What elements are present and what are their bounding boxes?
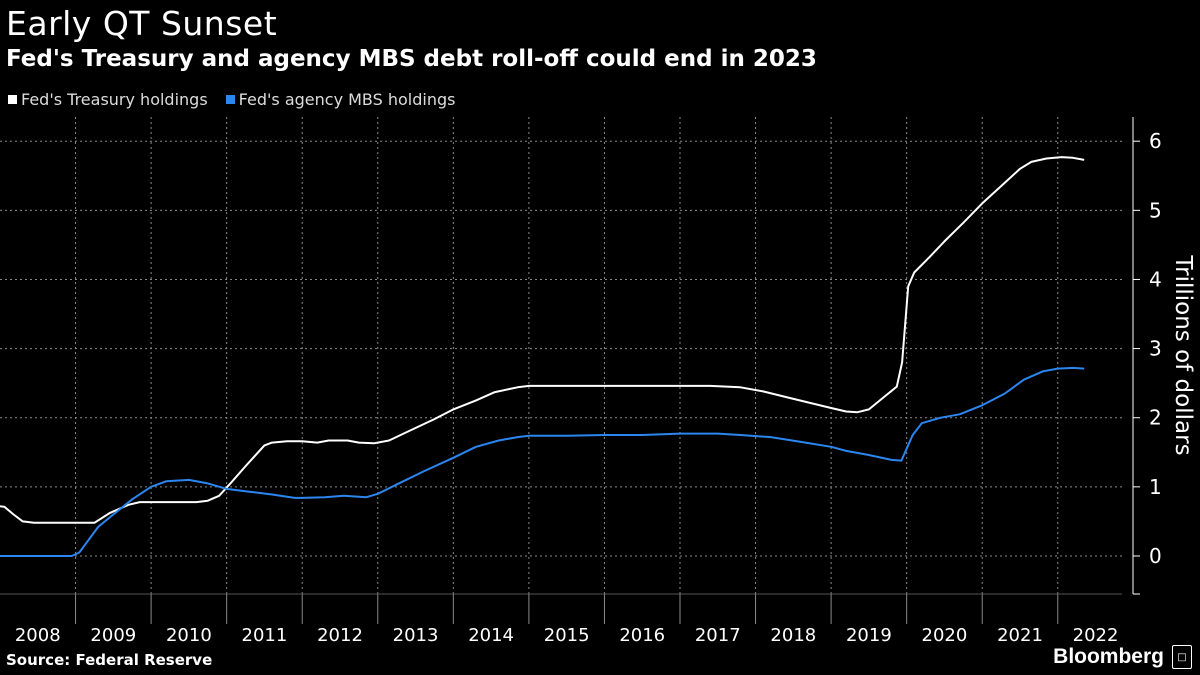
x-tick-label-2012: 2012 bbox=[317, 625, 363, 646]
x-tick-label-2016: 2016 bbox=[619, 625, 665, 646]
x-tick-label-2014: 2014 bbox=[468, 625, 514, 646]
y-tick-label-4: 4 bbox=[1149, 267, 1162, 291]
x-tick-label-2017: 2017 bbox=[695, 625, 741, 646]
x-tick-label-2013: 2013 bbox=[393, 625, 439, 646]
legend-label-treasury: Fed's Treasury holdings bbox=[21, 90, 208, 109]
y-tick-label-5: 5 bbox=[1149, 198, 1162, 222]
x-tick-label-2018: 2018 bbox=[770, 625, 816, 646]
legend-entry-treasury: Fed's Treasury holdings bbox=[8, 90, 208, 109]
legend-entry-mbs: Fed's agency MBS holdings bbox=[225, 90, 456, 109]
x-tick-label-2022: 2022 bbox=[1073, 625, 1119, 646]
x-tick-label-2009: 2009 bbox=[90, 625, 136, 646]
terminal-icon: □ bbox=[1172, 645, 1192, 669]
source-note: Source: Federal Reserve bbox=[6, 651, 213, 669]
x-tick-label-2021: 2021 bbox=[997, 625, 1043, 646]
legend-swatch-treasury bbox=[8, 95, 17, 104]
x-tick-label-2011: 2011 bbox=[242, 625, 288, 646]
y-tick-label-3: 3 bbox=[1149, 337, 1162, 361]
y-tick-label-1: 1 bbox=[1149, 475, 1162, 499]
series-line-treasury bbox=[0, 156, 1085, 524]
series-line-mbs bbox=[0, 366, 1085, 557]
chart-subtitle: Fed's Treasury and agency MBS debt roll-… bbox=[6, 46, 817, 72]
x-tick-label-2019: 2019 bbox=[846, 625, 892, 646]
y-tick-label-6: 6 bbox=[1149, 129, 1162, 153]
legend-label-mbs: Fed's agency MBS holdings bbox=[238, 90, 456, 109]
legend-swatch-mbs bbox=[225, 95, 235, 104]
x-tick-label-2015: 2015 bbox=[544, 625, 590, 646]
x-tick-label-2010: 2010 bbox=[166, 625, 212, 646]
y-axis-label: Trillions of dollars bbox=[1170, 254, 1196, 455]
x-tick-label-2020: 2020 bbox=[922, 625, 968, 646]
y-tick-label-2: 2 bbox=[1149, 406, 1162, 430]
legend: Fed's Treasury holdings Fed's agency MBS… bbox=[8, 90, 455, 109]
chart-title: Early QT Sunset bbox=[6, 4, 278, 43]
bloomberg-logo: Bloomberg □ bbox=[1053, 645, 1192, 669]
y-tick-label-0: 0 bbox=[1149, 544, 1162, 568]
x-tick-label-2008: 2008 bbox=[15, 625, 61, 646]
brand-name: Bloomberg bbox=[1053, 645, 1164, 668]
